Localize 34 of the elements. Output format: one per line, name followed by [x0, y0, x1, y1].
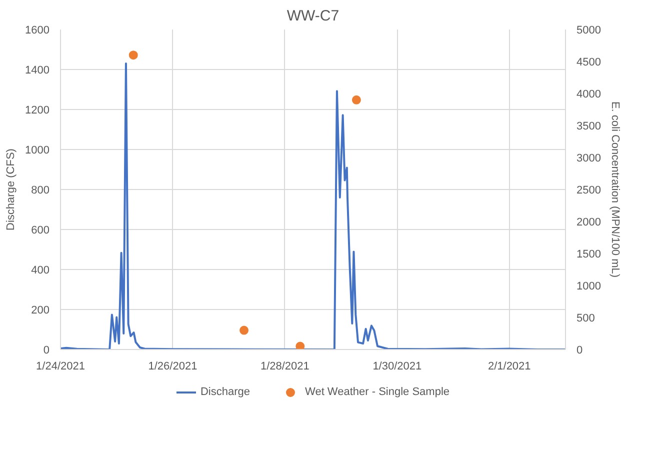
y2-tick-label: 2500 [576, 184, 601, 196]
y2-tick-label: 4000 [576, 88, 601, 100]
chart-title: WW-C7 [286, 8, 340, 24]
x-tick-label: 1/28/2021 [260, 360, 310, 372]
point [352, 95, 361, 104]
y2-tick-label: 4500 [576, 56, 601, 68]
y2-tick-label: 3000 [576, 152, 601, 164]
y2-tick-label: 1500 [576, 248, 601, 260]
y2-tick-label: 5000 [576, 24, 601, 36]
y2-axis-title: E. coli Concentration (MPN/100 mL) [608, 101, 621, 278]
legend-label: Wet Weather - Single Sample [305, 386, 450, 398]
x-tick-label: 2/1/2021 [488, 360, 531, 372]
y-tick-label: 0 [43, 344, 50, 356]
point [128, 50, 138, 60]
y-tick-label: 200 [31, 304, 50, 316]
y-tick-label: 600 [31, 224, 50, 236]
y-tick-label: 1400 [25, 64, 50, 76]
legend-label: Discharge [200, 386, 250, 398]
point [240, 326, 249, 335]
y-tick-label: 1600 [25, 24, 50, 36]
x-tick-label: 1/26/2021 [148, 360, 198, 372]
y-tick-label: 1200 [25, 104, 50, 116]
y2-tick-label: 0 [576, 344, 583, 356]
x-tick-label: 1/24/2021 [36, 360, 85, 372]
y2-tick-label: 3500 [576, 120, 601, 132]
x-tick-label: 1/30/2021 [372, 360, 422, 372]
y-tick-label: 800 [31, 184, 50, 196]
point [296, 342, 305, 350]
y-tick-label: 1000 [25, 144, 50, 156]
y2-tick-label: 2000 [576, 216, 601, 228]
y2-tick-label: 500 [576, 312, 595, 324]
y-axis-title: Discharge (CFS) [5, 148, 18, 230]
y-tick-label: 400 [31, 264, 50, 276]
y2-tick-label: 1000 [576, 280, 601, 292]
